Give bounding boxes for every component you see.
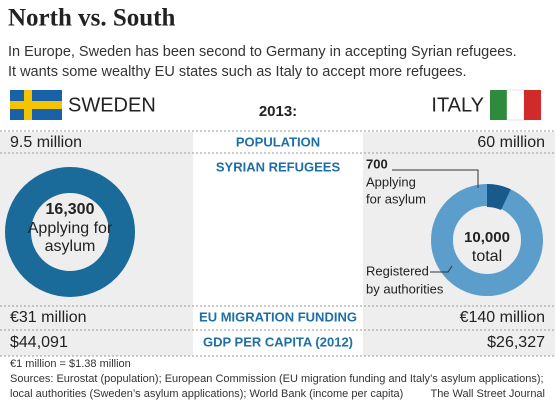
donut-text: Applying for	[28, 220, 113, 237]
sources: local authorities (Sweden’s asylum appli…	[10, 388, 403, 400]
year-label: 2013:	[259, 103, 297, 120]
row-left: $44,091	[10, 334, 68, 351]
leader-line	[430, 265, 453, 273]
row-label: POPULATION	[236, 134, 320, 149]
applying-text: Applying	[366, 174, 416, 189]
donut-number: 16,300	[46, 201, 95, 218]
applying-number: 700	[366, 156, 388, 171]
registered-text: by authorities	[366, 281, 444, 296]
leader-line	[392, 169, 479, 188]
italy-flag	[490, 89, 541, 121]
italy-slice	[487, 184, 511, 210]
section-label: SYRIAN REFUGEES	[216, 159, 341, 174]
sources: Sources: Eurostat (population); European…	[10, 373, 544, 385]
subtitle: In Europe, Sweden has been second to Ger…	[8, 44, 517, 60]
subtitle: It wants some wealthy EU states such as …	[8, 64, 467, 80]
row-right: €140 million	[460, 309, 545, 326]
sweden-flag	[10, 90, 62, 120]
row-label: EU MIGRATION FUNDING	[199, 309, 357, 324]
sweden-donut	[5, 167, 135, 297]
country-name: SWEDEN	[68, 94, 156, 116]
dividers	[0, 130, 555, 357]
donut-text: asylum	[45, 238, 96, 255]
title: North vs. South	[8, 5, 175, 32]
donut-text: total	[472, 248, 502, 265]
row-right: 60 million	[477, 134, 545, 151]
donut-number: 10,000	[464, 229, 510, 246]
row-label: GDP PER CAPITA (2012)	[203, 334, 353, 349]
footnote: €1 million = $1.38 million	[10, 358, 131, 370]
applying-text: for asylum	[366, 191, 426, 206]
row-right: $26,327	[487, 334, 545, 351]
registered-text: Registered	[366, 263, 429, 278]
row-left: 9.5 million	[10, 134, 82, 151]
country-name: ITALY	[431, 94, 484, 116]
credit: The Wall Street Journal	[430, 388, 545, 400]
row-left: €31 million	[10, 309, 86, 326]
